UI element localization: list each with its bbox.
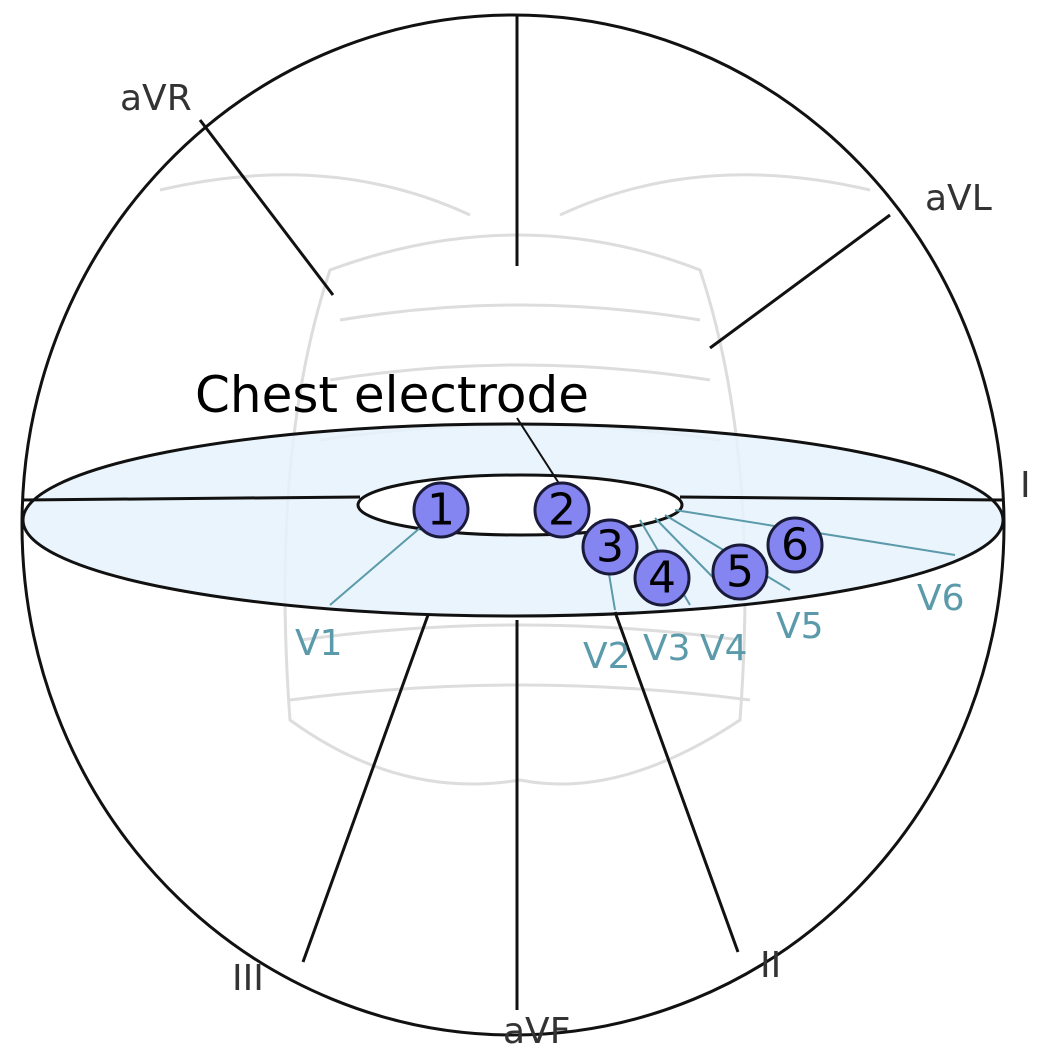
chest-lead-label: V3 [643,628,691,669]
lead-label: aVF [503,1011,570,1051]
chest-lead-label: V4 [700,628,748,669]
lead-label: aVL [925,178,992,219]
inner-plane [356,473,684,537]
lead-axes [21,15,1003,1010]
electrode-number: 1 [427,485,455,536]
electrode-number: 2 [548,485,576,536]
electrode-number: 6 [781,520,809,571]
lead-label: II [760,945,781,986]
chest-lead-label: V6 [917,578,965,619]
electrodes [412,481,824,607]
chest-lead-label: V5 [776,606,824,647]
title: Chest electrode [195,366,589,424]
lead-label: III [232,958,264,999]
chest-lead-label: V1 [295,623,343,664]
lead-label: I [1020,465,1031,506]
electrode-number: 3 [596,522,624,573]
electrode-number: 4 [648,553,676,604]
chest-lead-label: V2 [583,636,631,677]
electrode-number: 5 [726,547,754,598]
frontal-circle [20,13,1006,1037]
lead-label: aVR [120,78,192,119]
